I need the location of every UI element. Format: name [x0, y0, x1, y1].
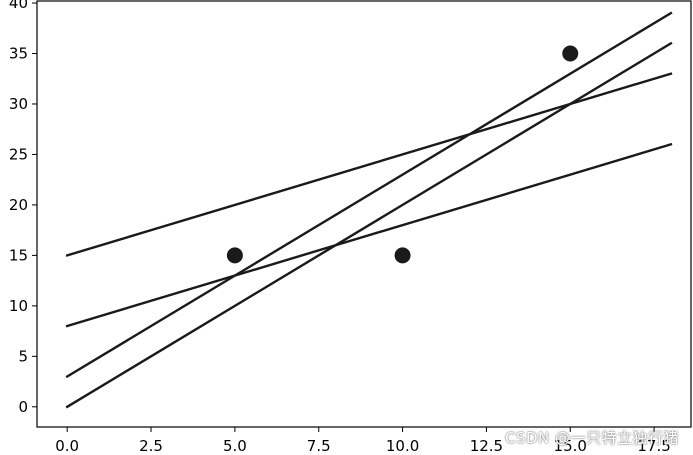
fit-line-1 [65, 72, 673, 257]
fit-line-2 [65, 142, 673, 328]
y-tick-label: 10 [9, 297, 28, 315]
y-tick-label: 25 [9, 145, 28, 163]
y-tick-label: 5 [18, 347, 28, 365]
x-tick-label: 15.0 [554, 437, 587, 455]
y-tick-label: 30 [9, 95, 28, 113]
x-tick-label: 7.5 [307, 437, 331, 455]
y-axis: 0 5 10 15 20 25 30 35 40 [9, 0, 37, 416]
fit-line-4 [65, 41, 673, 409]
y-tick-label: 15 [9, 246, 28, 264]
x-tick-label: 5.0 [223, 437, 247, 455]
x-tick-label: 12.5 [470, 437, 503, 455]
x-tick-label: 10.0 [386, 437, 419, 455]
data-point-2 [394, 247, 411, 264]
x-axis: 0.0 2.5 5.0 7.5 10.0 12.5 15.0 17.5 [55, 427, 671, 455]
plot-lines [65, 11, 673, 409]
data-point-1 [226, 247, 243, 264]
y-tick-label: 40 [9, 0, 28, 12]
x-tick-label: 17.5 [637, 437, 670, 455]
data-point-3 [562, 45, 579, 62]
x-tick-label: 2.5 [139, 437, 163, 455]
y-tick-label: 20 [9, 196, 28, 214]
plot-frame [36, 0, 692, 428]
fit-line-3 [65, 11, 673, 379]
watermark-text: CSDN @一只特立独行猪 [504, 429, 679, 447]
y-tick-label: 35 [9, 44, 28, 62]
x-tick-label: 0.0 [55, 437, 79, 455]
plot-points [226, 45, 579, 264]
y-tick-label: 0 [18, 398, 28, 416]
